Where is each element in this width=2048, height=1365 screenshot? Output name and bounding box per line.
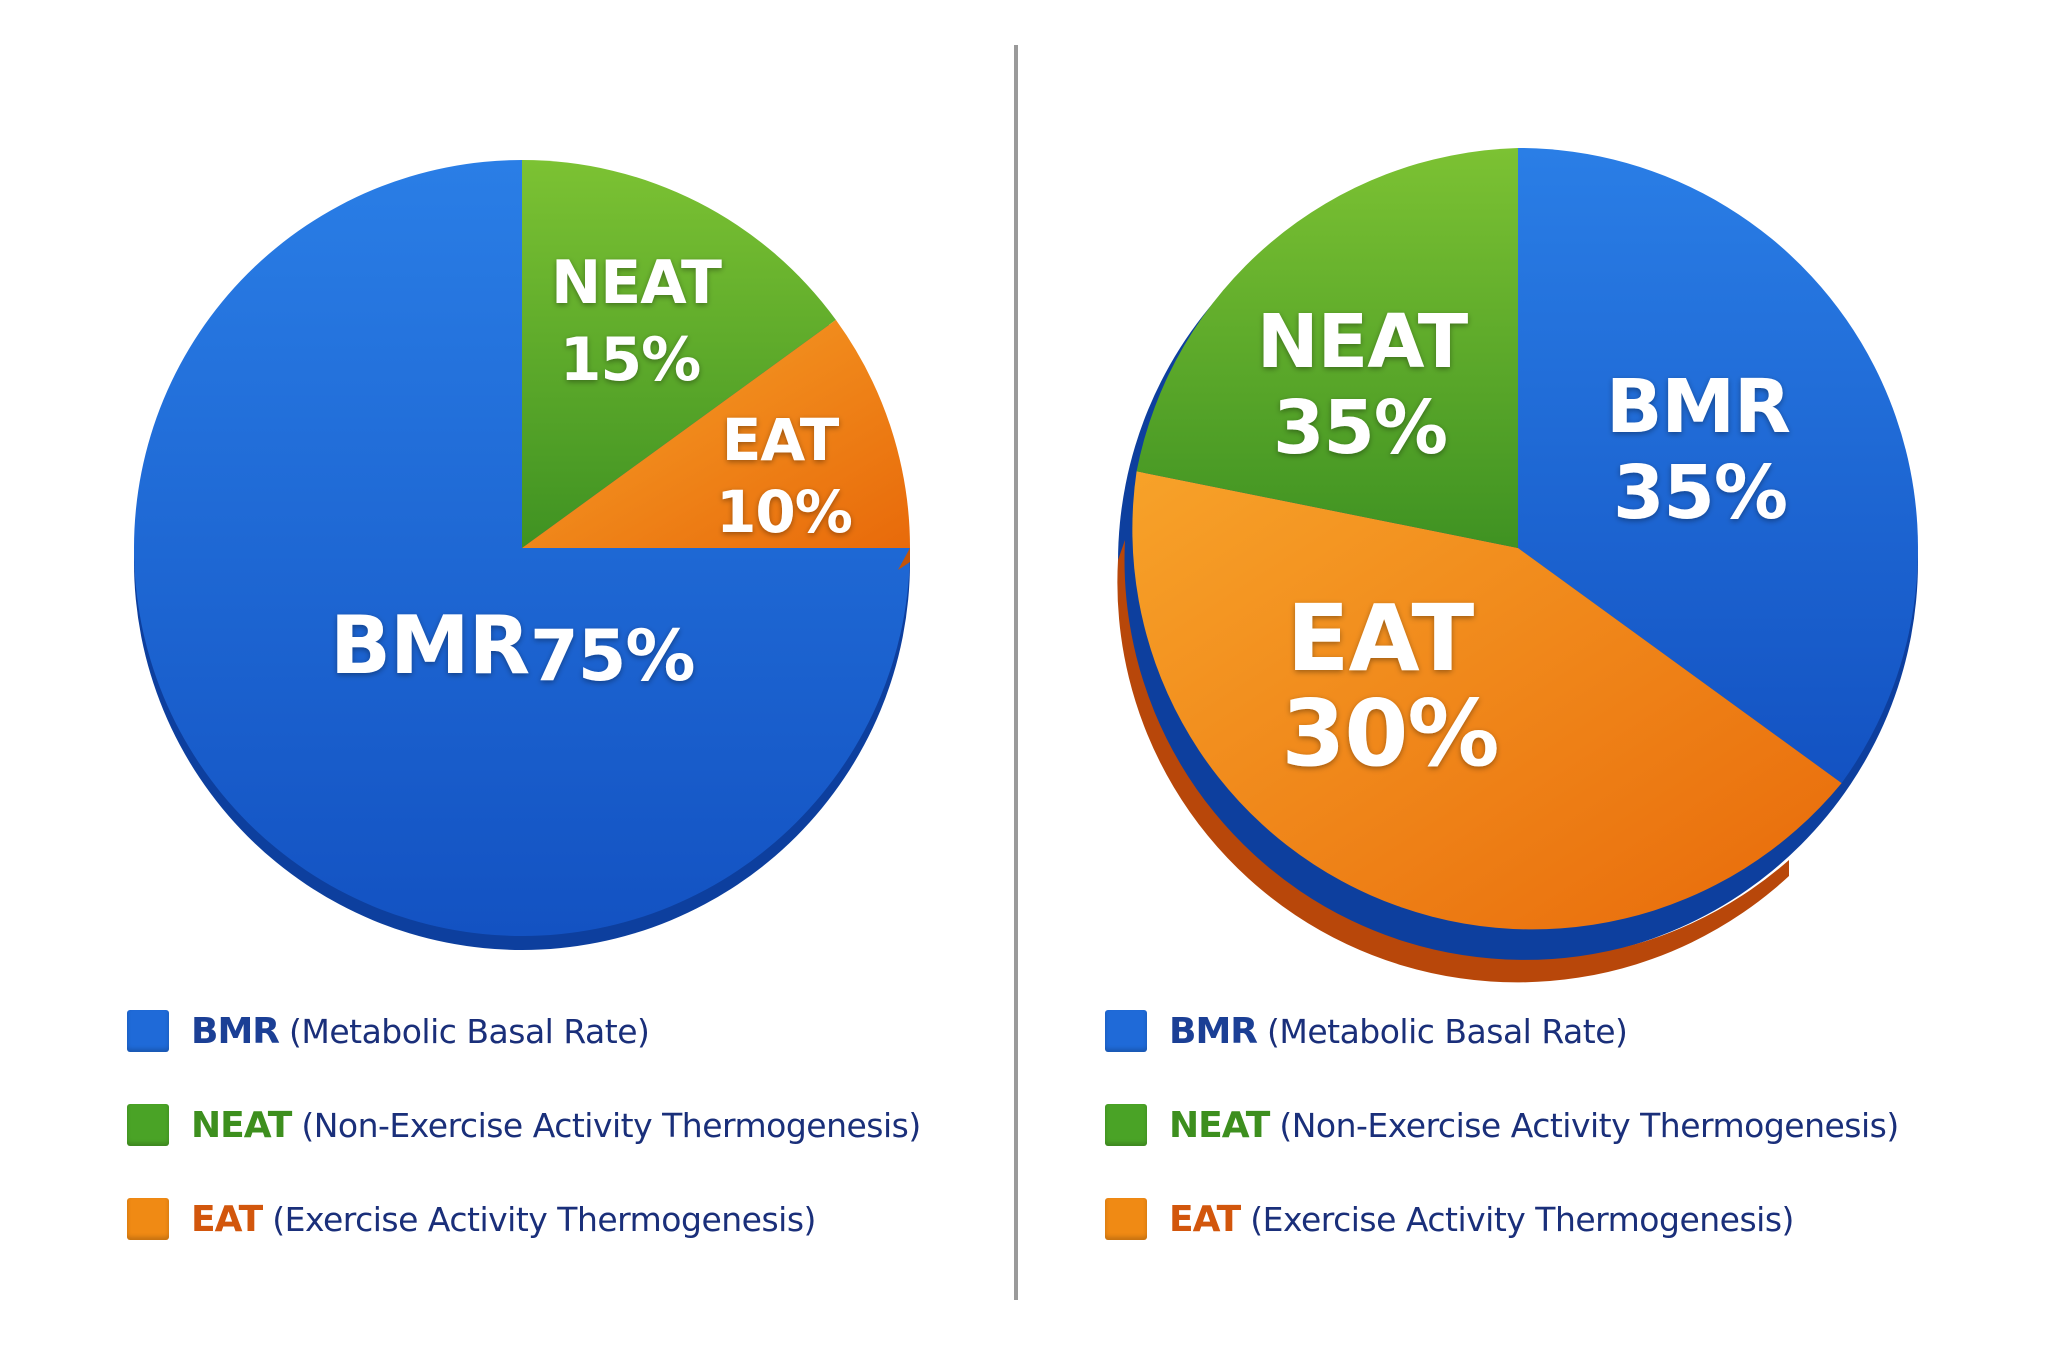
legend-description: (Non-Exercise Activity Thermogenesis)	[301, 1105, 921, 1145]
left-slice-eat[interactable]	[522, 319, 911, 548]
left-neat-value: 15%	[560, 325, 701, 395]
legend-description: (Metabolic Basal Rate)	[288, 1011, 650, 1051]
eat-swatch-icon	[127, 1198, 169, 1240]
legend-description: (Exercise Activity Thermogenesis)	[272, 1199, 816, 1239]
legend-key: NEAT	[191, 1104, 292, 1146]
right-legend-item-eat: EAT (Exercise Activity Thermogenesis)	[1105, 1198, 1794, 1240]
left-eat-name: EAT	[722, 406, 840, 474]
legend-key: EAT	[1169, 1198, 1241, 1240]
legend-key: EAT	[191, 1198, 263, 1240]
bmr-swatch-icon	[1105, 1010, 1147, 1052]
left-eat-value: 10%	[716, 478, 852, 546]
bmr-swatch-icon	[127, 1010, 169, 1052]
neat-swatch-icon	[127, 1104, 169, 1146]
legend-description: (Exercise Activity Thermogenesis)	[1250, 1199, 1794, 1239]
neat-swatch-icon	[1105, 1104, 1147, 1146]
right-slice-eat[interactable]	[1132, 471, 1842, 930]
right-bmr-value: 35%	[1613, 450, 1787, 536]
left-slice-neat[interactable]	[522, 159, 836, 548]
legend-description: (Non-Exercise Activity Thermogenesis)	[1279, 1105, 1899, 1145]
left-pie-chart	[134, 159, 911, 950]
legend-key: BMR	[1169, 1010, 1258, 1052]
legend-key: BMR	[191, 1010, 280, 1052]
right-legend-item-bmr: BMR (Metabolic Basal Rate)	[1105, 1010, 1628, 1052]
left-legend-item-bmr: BMR (Metabolic Basal Rate)	[127, 1010, 650, 1052]
right-legend-item-neat: NEAT (Non-Exercise Activity Thermogenesi…	[1105, 1104, 1899, 1146]
left-neat-name: NEAT	[551, 248, 722, 318]
right-bmr-name: BMR	[1606, 364, 1790, 450]
right-eat-name: EAT	[1287, 585, 1475, 692]
left-bmr-value: 75%	[530, 615, 695, 697]
panel-divider	[1014, 45, 1018, 1300]
legend-key: NEAT	[1169, 1104, 1270, 1146]
left-legend-item-neat: NEAT (Non-Exercise Activity Thermogenesi…	[127, 1104, 921, 1146]
right-slice-bmr[interactable]	[1518, 148, 1918, 784]
right-neat-value: 35%	[1273, 385, 1447, 471]
right-eat-value: 30%	[1281, 680, 1498, 787]
left-bmr-name: BMR	[330, 599, 529, 692]
legend-description: (Metabolic Basal Rate)	[1266, 1011, 1628, 1051]
eat-swatch-icon	[1105, 1198, 1147, 1240]
right-neat-name: NEAT	[1257, 299, 1469, 385]
right-slice-neat[interactable]	[1136, 148, 1518, 548]
right-pie-chart	[1117, 148, 1918, 983]
left-legend-item-eat: EAT (Exercise Activity Thermogenesis)	[127, 1198, 816, 1240]
